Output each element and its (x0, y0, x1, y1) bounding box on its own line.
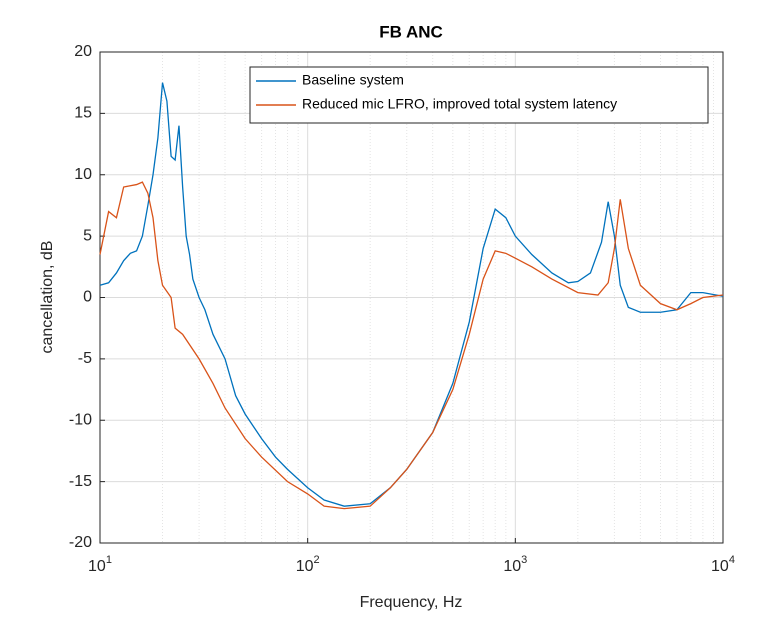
line-series (99, 181, 724, 510)
tick-exponent: 4 (729, 554, 735, 566)
chart-title: FB ANC (379, 22, 443, 41)
y-tick-label: 15 (74, 105, 92, 122)
x-tick-label: 101 (88, 554, 112, 575)
axes-box (99, 51, 724, 544)
y-tick-label: -20 (69, 534, 92, 551)
tick-exponent: 1 (106, 554, 112, 566)
legend-box (249, 66, 709, 124)
y-axis-label: cancellation, dB (39, 241, 56, 354)
y-tick-label: 0 (83, 289, 92, 306)
x-tick-label: 103 (503, 554, 527, 575)
tick-base: 10 (711, 558, 729, 575)
x-tick-label: 104 (711, 554, 735, 575)
y-tick-label: -10 (69, 411, 92, 428)
y-tick-label: 5 (83, 227, 92, 244)
legend-label: Baseline system (302, 72, 404, 88)
tick-exponent: 3 (521, 554, 527, 566)
y-tick-label: -5 (78, 350, 92, 367)
line-series (99, 82, 724, 507)
x-axis-label: Frequency, Hz (360, 594, 463, 611)
x-tick-label: 102 (296, 554, 320, 575)
legend-label: Reduced mic LFRO, improved total system … (302, 96, 617, 112)
tick-base: 10 (296, 558, 314, 575)
tick-base: 10 (88, 558, 106, 575)
tick-exponent: 2 (314, 554, 320, 566)
y-tick-label: -15 (69, 473, 92, 490)
y-tick-label: 10 (74, 166, 92, 183)
legend: Baseline system Reduced mic LFRO, improve… (249, 66, 709, 124)
tick-base: 10 (503, 558, 521, 575)
y-tick-label: 20 (74, 43, 92, 60)
